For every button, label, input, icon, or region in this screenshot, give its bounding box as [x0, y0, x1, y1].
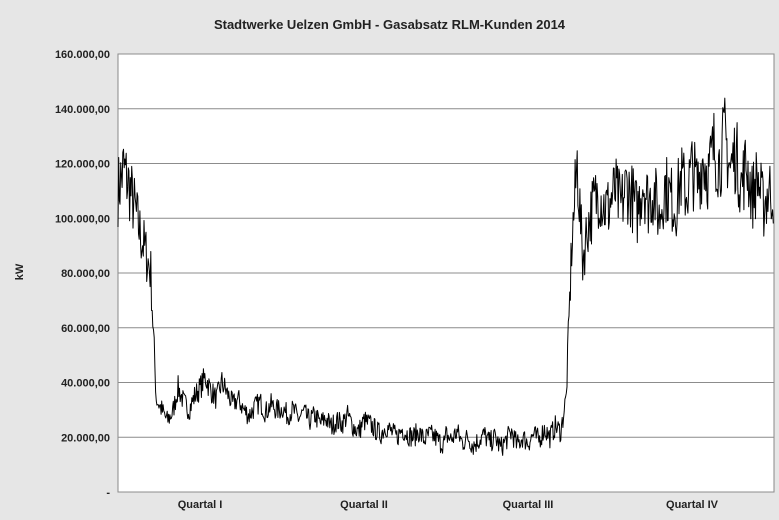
y-tick-labels: - 20.000,00 40.000,00 60.000,00 80.000,00 100…: [55, 49, 110, 499]
y-tick-label: -: [106, 487, 110, 499]
series-line-0: [117, 97, 774, 456]
y-tick-label: 120.000,00: [55, 159, 110, 171]
y-tick-label: 100.000,00: [55, 213, 110, 225]
y-tick-label: 140.000,00: [55, 104, 110, 116]
x-tick-label: Quartal IV: [666, 499, 719, 511]
gridlines: [118, 53, 774, 493]
x-tick-label: Quartal II: [340, 499, 388, 511]
y-tick-label: 160.000,00: [55, 49, 110, 61]
x-tick-label: Quartal I: [178, 499, 223, 511]
x-tick-labels: Quartal I Quartal II Quartal III Quartal IV: [178, 499, 719, 511]
y-tick-label: 20.000,00: [61, 432, 110, 444]
chart-title: Stadtwerke Uelzen GmbH - Gasabsatz RLM-K…: [213, 17, 566, 32]
y-tick-label: 60.000,00: [61, 323, 110, 335]
x-tick-label: Quartal III: [503, 499, 554, 511]
y-tick-label: 80.000,00: [61, 268, 110, 280]
y-tick-label: 40.000,00: [61, 378, 110, 390]
series-layer: [117, 97, 774, 456]
